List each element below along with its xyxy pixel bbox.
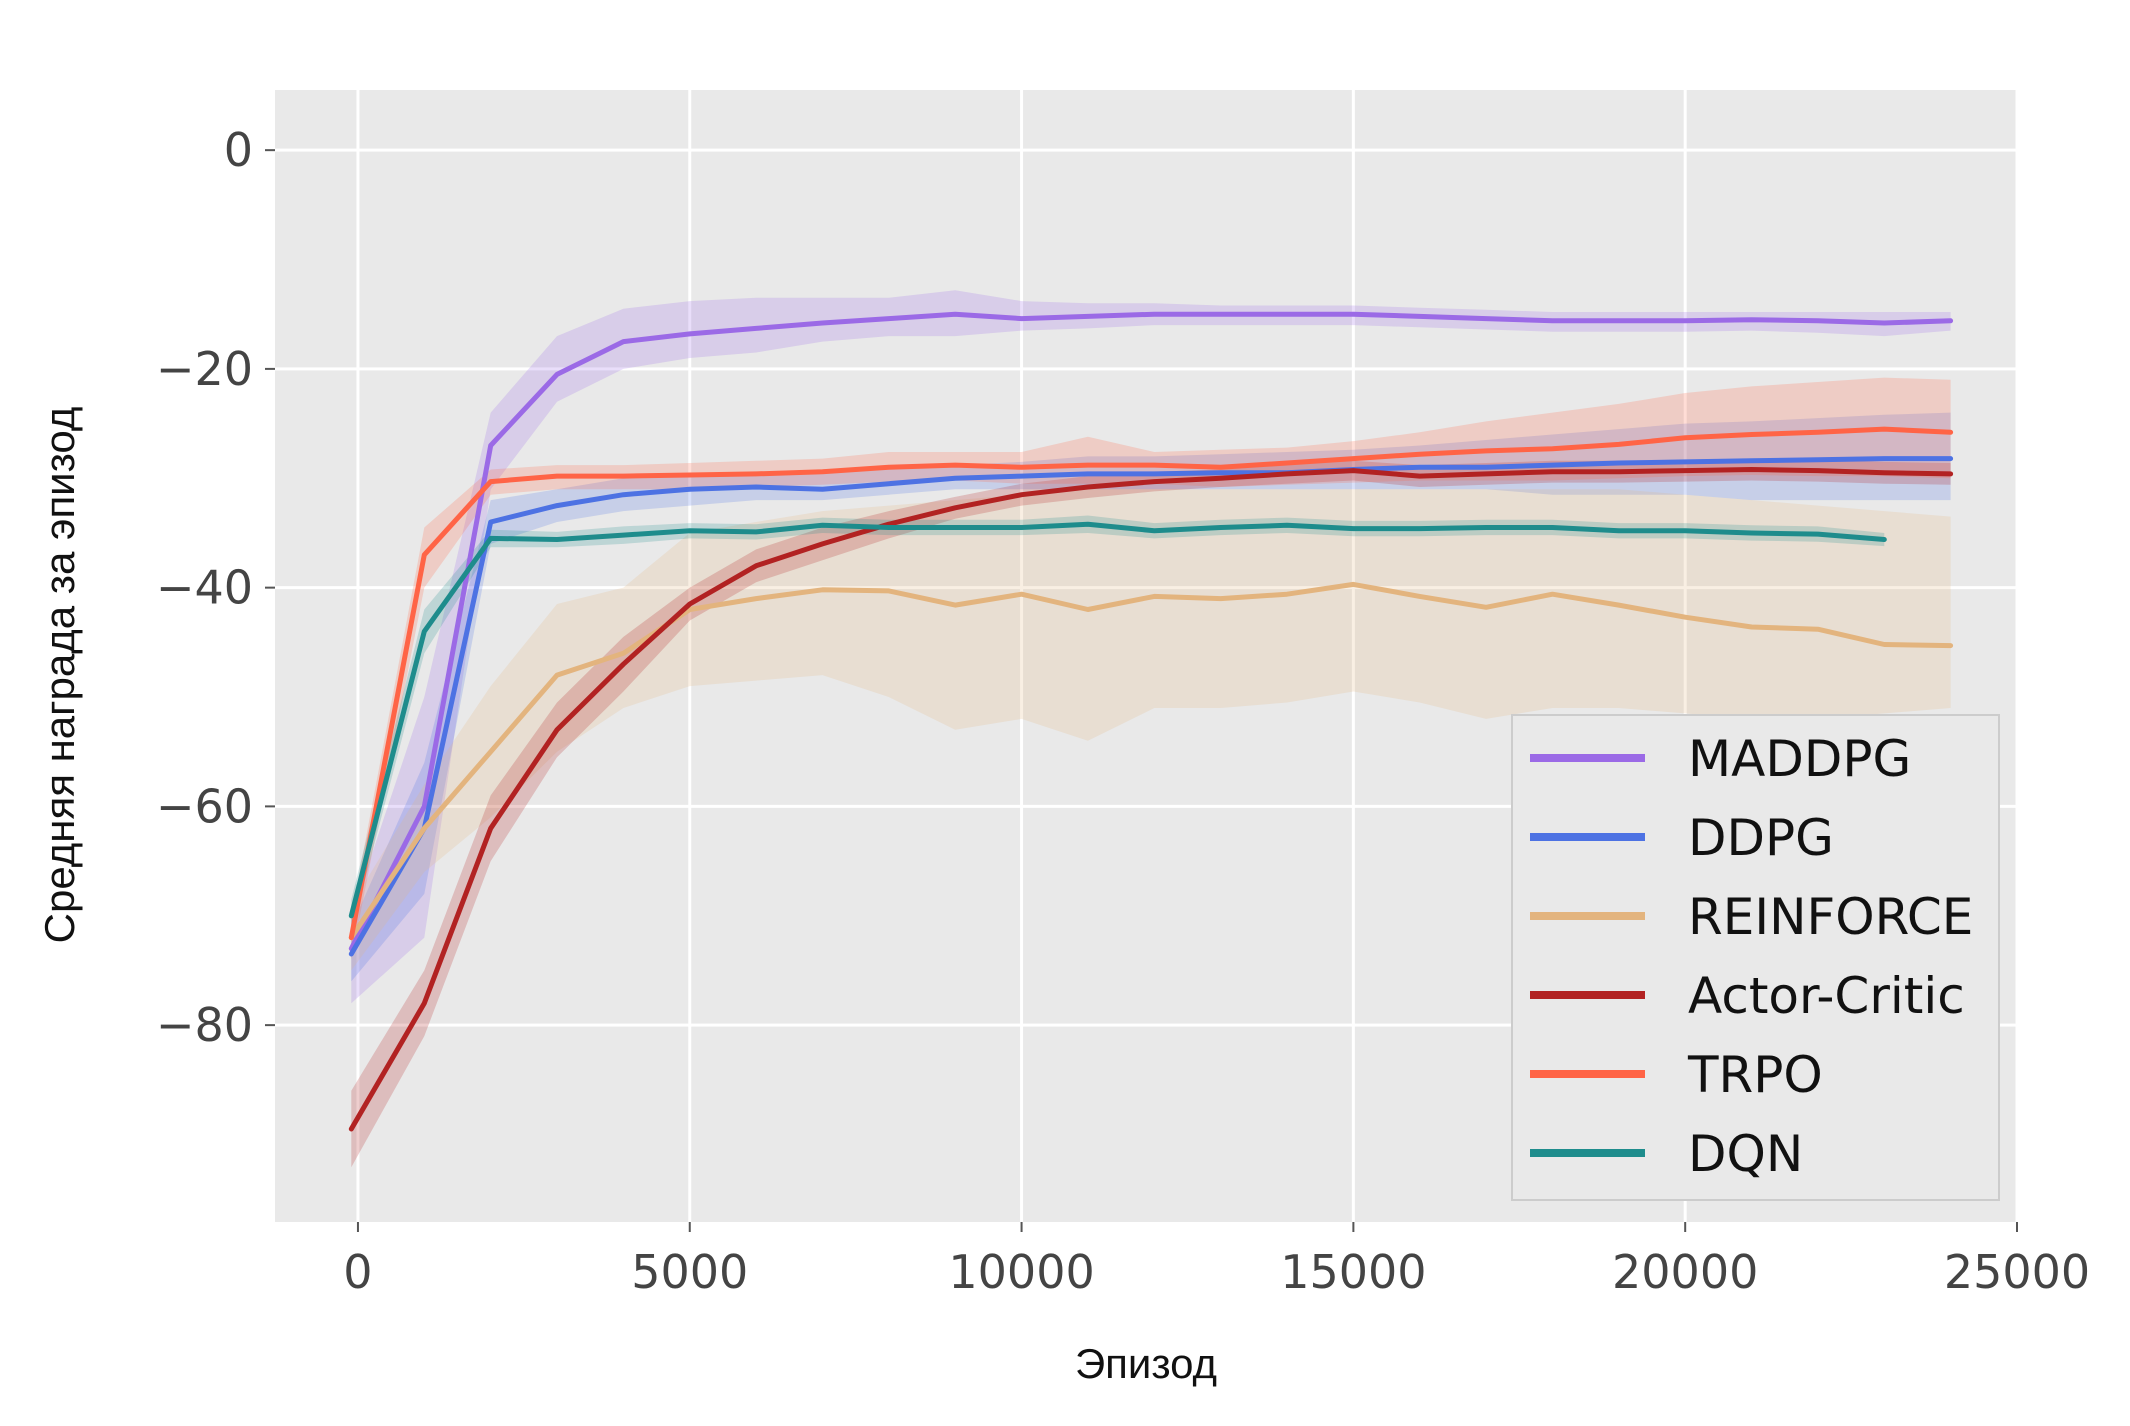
y-tick-label: −80 [156,998,253,1052]
legend-label-actor-critic: Actor-Critic [1688,967,1965,1025]
trpo-line [348,426,1954,941]
x-axis-ticks: 0 5000 10000 15000 20000 25000 [343,1222,2090,1299]
x-tick-label: 10000 [948,1245,1094,1299]
reinforce-band [351,489,1951,971]
legend-box [1511,714,2000,1201]
legend-label-dqn: DQN [1688,1125,1803,1183]
series-lines [348,311,1954,1132]
legend-label-maddpg: MADDPG [1688,730,1911,788]
x-tick-label: 25000 [1944,1245,2090,1299]
y-tick-label: −40 [156,561,253,615]
y-tick-label: −20 [156,342,253,396]
x-tick-label: 5000 [631,1245,748,1299]
legend-label-trpo: TRPO [1687,1046,1823,1104]
legend: MADDPG DDPG REINFORCE Actor-Critic TRPO DQN [1511,714,2000,1201]
y-axis-ticks: 0 −20 −40 −60 −80 [156,123,275,1052]
y-axis-label: Средняя награда за эпизод [36,407,83,944]
x-axis-label: Эпизод [1075,1340,1217,1387]
legend-label-ddpg: DDPG [1688,809,1834,867]
reinforce-line [348,581,1954,941]
maddpg-line [348,311,1954,952]
y-tick-label: 0 [224,123,253,177]
ddpg-line [348,456,1954,957]
actor-critic-line [348,467,1954,1132]
trpo-band [351,377,1951,960]
legend-label-reinforce: REINFORCE [1688,888,1973,946]
dqn-line [348,521,1887,919]
y-tick-label: −60 [156,779,253,833]
x-tick-label: 0 [343,1245,372,1299]
x-tick-label: 20000 [1612,1245,1758,1299]
x-tick-label: 15000 [1280,1245,1426,1299]
